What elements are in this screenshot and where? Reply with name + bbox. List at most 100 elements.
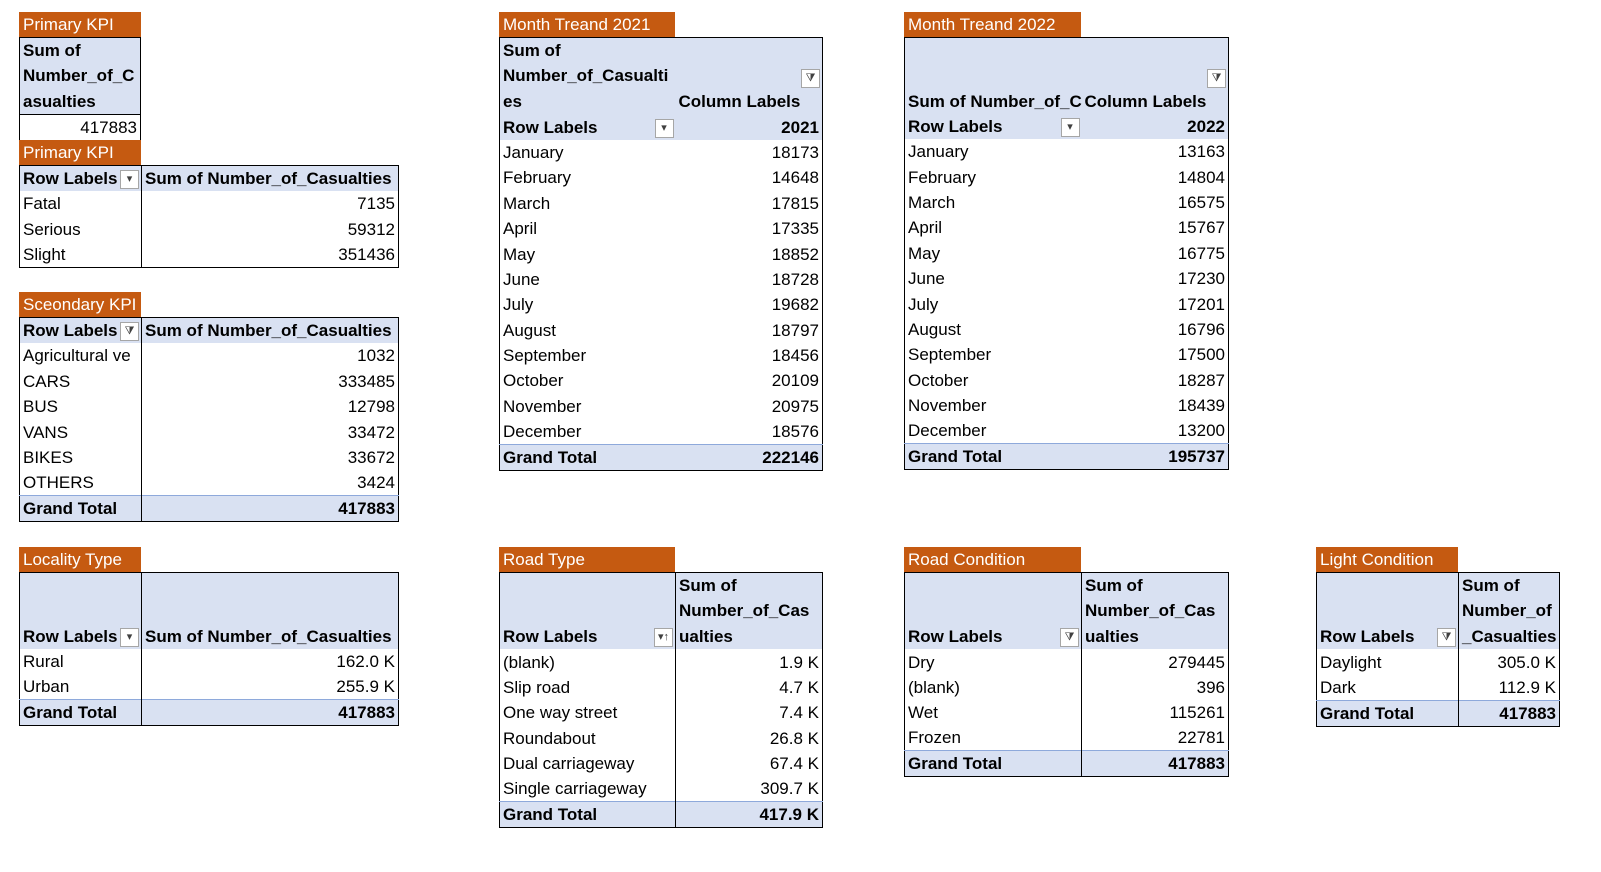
table-row[interactable]: November 20975 [503, 396, 819, 416]
total-value[interactable]: 417883 [19, 114, 141, 142]
dropdown-arrow-icon[interactable]: ▾ [120, 627, 139, 647]
table-row[interactable]: December 18576 [503, 421, 819, 441]
table-row[interactable]: Dark 112.9 K [1316, 674, 1560, 701]
table-row[interactable]: April 17335 [503, 219, 819, 239]
value-header[interactable]: Sum of Number_of_C [904, 37, 1082, 114]
month-trend-2022-pivot: Month Treand 2022 Sum of Number_of_C Col… [904, 12, 1229, 471]
grand-total-row[interactable]: Grand Total 417.9 K [499, 801, 823, 828]
table-row[interactable]: VANS 33472 [19, 419, 399, 445]
table-row[interactable]: January 18173 [503, 142, 819, 162]
pivot-title: Road Condition [904, 547, 1081, 572]
row-labels-header[interactable]: Row Labels ⧩ [19, 317, 142, 343]
table-row[interactable]: Wet 115261 [904, 699, 1229, 726]
table-row[interactable]: August 16796 [908, 320, 1225, 340]
table-row[interactable]: June 18728 [503, 269, 819, 289]
filter-icon[interactable]: ⧩ [1060, 628, 1079, 648]
table-row[interactable]: Slight 351436 [19, 241, 399, 268]
row-labels-header[interactable]: Row Labels ▾ [904, 113, 1082, 139]
grand-total-row[interactable]: Grand Total 417883 [19, 698, 399, 726]
table-row[interactable]: Frozen 22781 [904, 725, 1229, 751]
road-condition-pivot: Road Condition Row Labels ⧩ Sum of Numbe… [904, 547, 1229, 778]
pivot-title: Month Treand 2022 [904, 12, 1081, 37]
table-row[interactable]: (blank) 1.9 K [499, 649, 823, 675]
row-labels-header[interactable]: Row Labels ▾ [499, 114, 676, 140]
filter-icon[interactable]: ⧩ [120, 322, 139, 341]
table-row[interactable]: Daylight 305.0 K [1316, 649, 1560, 675]
dropdown-arrow-icon[interactable]: ▾ [120, 170, 139, 189]
column-labels-header[interactable]: Column Labels ⧩ [1081, 37, 1229, 114]
dropdown-arrow-icon[interactable]: ▾ [1060, 117, 1080, 137]
table-row[interactable]: November 18439 [908, 396, 1225, 416]
value-header[interactable]: Sum of Number_of_Cas ualties [675, 572, 823, 650]
pivot-table: Sum of Number_of_C Column Labels ⧩ Row L… [904, 37, 1229, 471]
row-labels-header[interactable]: Row Labels ⧩ [904, 572, 1082, 650]
table-row[interactable]: Dual carriageway 67.4 K [499, 750, 823, 777]
table-row[interactable]: Dry 279445 [904, 649, 1229, 675]
row-labels-header[interactable]: Row Labels ▾↑ [499, 572, 676, 650]
table-row[interactable]: September 18456 [503, 346, 819, 366]
table-row[interactable]: OTHERS 3424 [19, 469, 399, 496]
value-header[interactable]: Sum of Number_of _Casualties [1458, 572, 1560, 650]
table-row[interactable]: February 14804 [908, 167, 1225, 187]
table-row[interactable]: Slip road 4.7 K [499, 674, 823, 700]
table-row[interactable]: March 16575 [908, 193, 1225, 213]
grand-total-row[interactable]: Grand Total 222146 [499, 443, 823, 471]
table-row[interactable]: BIKES 33672 [19, 444, 399, 470]
table-row[interactable]: May 18852 [503, 244, 819, 264]
table-row[interactable]: CARS 333485 [19, 368, 399, 394]
year-header[interactable]: 2022 [1081, 113, 1229, 139]
pivot-title: Primary KPI [19, 140, 141, 165]
table-row[interactable]: Serious 59312 [19, 216, 399, 242]
row-labels-header[interactable]: Row Labels ⧩ [1316, 572, 1459, 650]
year-header[interactable]: 2021 [675, 114, 823, 140]
table-row[interactable]: Single carriageway 309.7 K [499, 776, 823, 802]
pivot-table: Sum of Number_of_Casualti es Column Labe… [499, 37, 823, 471]
table-row[interactable]: (blank) 396 [904, 674, 1229, 700]
filter-icon[interactable]: ⧩ [801, 69, 820, 89]
value-header[interactable]: Sum of Number_of_Casualti es [499, 37, 676, 115]
row-labels-header[interactable]: Row Labels ▾ [19, 572, 142, 649]
grand-total-row[interactable]: Grand Total 417883 [19, 494, 399, 522]
pivot-title: Light Condition [1316, 547, 1458, 572]
dropdown-arrow-icon[interactable]: ▾ [654, 118, 674, 138]
table-row[interactable]: BUS 12798 [19, 393, 399, 420]
value-header[interactable]: Sum of Number_of_Casualties [141, 165, 399, 191]
sort-ascending-icon[interactable]: ▾↑ [654, 628, 673, 648]
value-header[interactable]: Sum of Number_of_Casualties [141, 572, 399, 649]
table-row[interactable]: Agricultural ve 1032 [19, 343, 399, 369]
column-labels-header[interactable]: Column Labels ⧩ [675, 37, 823, 115]
table-row[interactable]: Urban 255.9 K [19, 673, 399, 700]
table-row[interactable]: December 13200 [908, 421, 1225, 441]
table-row[interactable]: February 14648 [503, 168, 819, 188]
table-row[interactable]: Rural 162.0 K [19, 648, 399, 674]
pivot-table: Row Labels ▾↑ Sum of Number_of_Cas ualti… [499, 572, 823, 829]
primary-kpi-severity-pivot: Primary KPI Row Labels ▾ Sum of Number_o… [19, 140, 399, 268]
table-row[interactable]: September 17500 [908, 345, 1225, 365]
value-header[interactable]: Sum of Number_of_Casualties [141, 317, 399, 343]
grand-total-row[interactable]: Grand Total 417883 [904, 750, 1229, 777]
grand-total-row[interactable]: Grand Total 417883 [1316, 699, 1560, 727]
table-row[interactable]: July 19682 [503, 295, 819, 315]
filter-icon[interactable]: ⧩ [1207, 68, 1226, 88]
table-row[interactable]: January 13163 [908, 142, 1225, 162]
table-row[interactable]: April 15767 [908, 218, 1225, 238]
filter-icon[interactable]: ⧩ [1437, 628, 1456, 648]
table-row[interactable]: June 17230 [908, 269, 1225, 289]
table-row[interactable]: March 17815 [503, 193, 819, 213]
locality-type-pivot: Locality Type Row Labels ▾ Sum of Number… [19, 547, 399, 726]
table-row[interactable]: Roundabout 26.8 K [499, 725, 823, 751]
table-row[interactable]: August 18797 [503, 320, 819, 340]
value-header[interactable]: Sum of Number_of_C asualties [19, 36, 141, 116]
pivot-title: Month Treand 2021 [499, 12, 675, 37]
table-row[interactable]: Fatal 7135 [19, 191, 399, 217]
grand-total-row[interactable]: Grand Total 195737 [904, 443, 1229, 470]
value-header[interactable]: Sum of Number_of_Cas ualties [1081, 572, 1229, 650]
table-row[interactable]: One way street 7.4 K [499, 699, 823, 726]
month-trend-2021-pivot: Month Treand 2021 Sum of Number_of_Casua… [499, 12, 823, 471]
table-row[interactable]: May 16775 [908, 243, 1225, 263]
row-labels-header[interactable]: Row Labels ▾ [19, 165, 142, 191]
pivot-table: Row Labels ⧩ Sum of Number_of _Casualtie… [1316, 572, 1560, 727]
table-row[interactable]: October 20109 [503, 371, 819, 391]
table-row[interactable]: July 17201 [908, 294, 1225, 314]
table-row[interactable]: October 18287 [908, 370, 1225, 390]
